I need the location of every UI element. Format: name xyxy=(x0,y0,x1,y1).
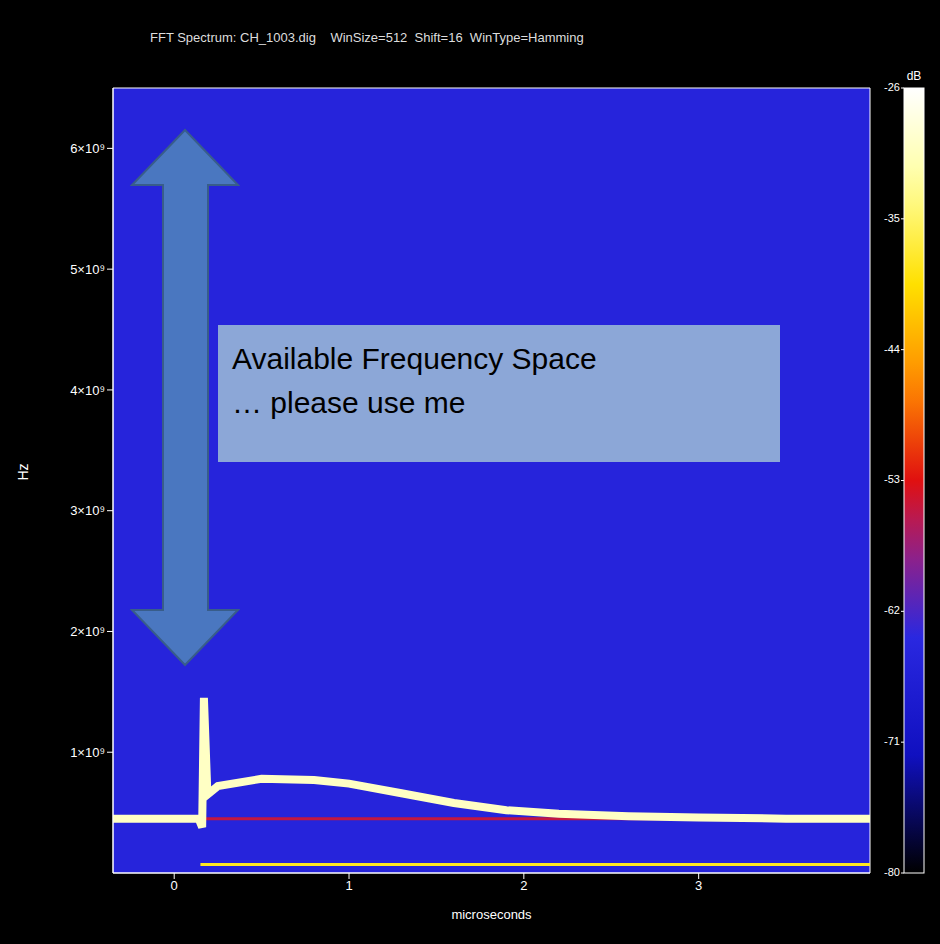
svg-text:6×10⁹: 6×10⁹ xyxy=(70,141,105,156)
svg-text:2×10⁹: 2×10⁹ xyxy=(70,624,105,639)
svg-text:-53: -53 xyxy=(884,473,900,485)
svg-text:Hz: Hz xyxy=(15,463,31,480)
svg-text:microseconds: microseconds xyxy=(451,907,532,922)
svg-text:-26: -26 xyxy=(884,81,900,93)
svg-text:-62: -62 xyxy=(884,604,900,616)
svg-text:3: 3 xyxy=(695,878,702,893)
svg-text:-71: -71 xyxy=(884,735,900,747)
svg-text:dB: dB xyxy=(907,69,922,83)
svg-text:2: 2 xyxy=(520,878,527,893)
svg-text:-44: -44 xyxy=(884,343,900,355)
svg-text:1×10⁹: 1×10⁹ xyxy=(70,745,105,760)
html-text:FFT Spectrum: CH_1003.dig WinS: FFT Spectrum: CH_1003.dig WinSize=512 Sh… xyxy=(150,30,584,45)
svg-text:3×10⁹: 3×10⁹ xyxy=(70,503,105,518)
html-text:Available Frequency Space: Available Frequency Space xyxy=(232,342,597,375)
svg-text:-80: -80 xyxy=(884,866,900,878)
svg-text:5×10⁹: 5×10⁹ xyxy=(70,262,105,277)
svg-text:-35: -35 xyxy=(884,212,900,224)
svg-text:4×10⁹: 4×10⁹ xyxy=(70,383,105,398)
html-text:… please use me: … please use me xyxy=(232,385,466,419)
svg-text:0: 0 xyxy=(171,878,178,893)
svg-text:1: 1 xyxy=(345,878,352,893)
